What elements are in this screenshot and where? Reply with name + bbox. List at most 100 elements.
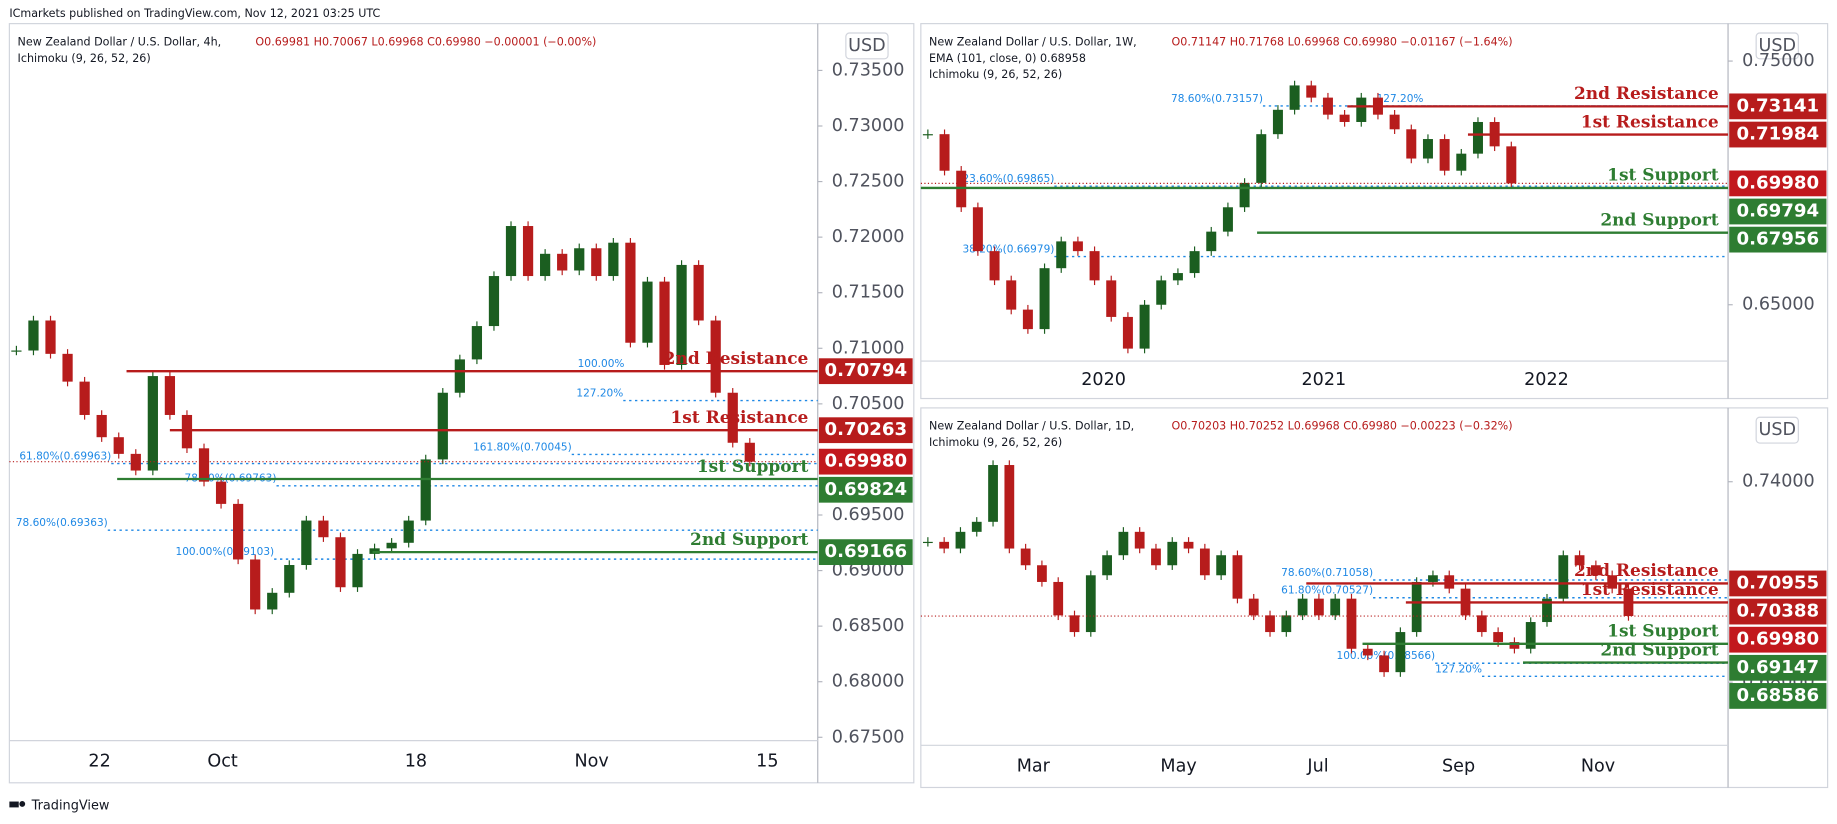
candle: [591, 248, 602, 277]
candle: [625, 242, 636, 343]
price-box-label: 0.69824: [824, 479, 907, 500]
y-tick-label: 0.70500: [832, 394, 905, 414]
x-tick-label: Nov: [574, 752, 608, 772]
candle: [1439, 139, 1450, 171]
symbol: New Zealand Dollar / U.S. Dollar, 1W,: [929, 35, 1137, 48]
level-label: 2nd Support: [1600, 210, 1718, 230]
candle: [1004, 465, 1015, 549]
indicator: Ichimoku (9, 26, 52, 26): [18, 52, 151, 65]
fib-label: 61.80%(0.69963): [19, 451, 111, 463]
candle: [955, 531, 966, 549]
level-label: 2nd Resistance: [664, 349, 809, 369]
price-box-label: 0.69980: [1737, 629, 1820, 650]
price-box-label: 0.70388: [1737, 601, 1820, 622]
candle: [1590, 565, 1601, 576]
candle: [1189, 251, 1200, 274]
price-box-label: 0.69794: [1737, 201, 1820, 222]
candle: [1574, 555, 1585, 566]
candle: [1167, 541, 1178, 566]
candle: [11, 350, 22, 352]
candle: [540, 253, 551, 277]
candle: [1339, 114, 1350, 122]
y-tick-label: 0.71000: [832, 338, 905, 358]
level-label: 1st Support: [1607, 166, 1719, 186]
candle: [727, 392, 738, 443]
candle: [1069, 615, 1080, 633]
candle: [352, 553, 363, 588]
candle: [1172, 273, 1183, 281]
y-tick-label: 0.71500: [832, 283, 905, 303]
y-tick-label: 0.69500: [832, 505, 905, 525]
symbol: New Zealand Dollar / U.S. Dollar, 1D,: [929, 420, 1134, 433]
price-box: [1729, 93, 1827, 120]
currency: USD: [1758, 420, 1796, 440]
candle: [1525, 622, 1536, 649]
candle: [1289, 85, 1300, 110]
currency: USD: [1758, 36, 1796, 56]
candle: [1056, 241, 1067, 269]
candle: [642, 281, 653, 343]
candle: [1156, 280, 1167, 305]
candle: [1106, 280, 1117, 317]
candle: [1607, 575, 1618, 589]
candle: [1362, 648, 1373, 656]
fib-label: 61.80%(0.70527): [1281, 585, 1373, 597]
candle: [1428, 575, 1438, 582]
candle: [972, 207, 983, 252]
fib-label: 127.20%: [576, 387, 623, 399]
level-label: 2nd Resistance: [1574, 84, 1719, 104]
candle: [1476, 615, 1487, 633]
candle: [1139, 304, 1150, 349]
candle: [250, 559, 261, 610]
candle: [1022, 309, 1033, 330]
level-label: 1st Resistance: [1581, 112, 1719, 132]
candle: [1248, 598, 1259, 616]
candle: [1411, 581, 1422, 633]
currency-box: [1755, 32, 1799, 60]
symbol: New Zealand Dollar / U.S. Dollar, 4h,: [18, 35, 222, 48]
y-tick-label: 0.74000: [1742, 472, 1815, 492]
y-tick-label: 0.69000: [832, 561, 905, 581]
candle: [1122, 316, 1133, 349]
currency-box: [1755, 416, 1799, 444]
x-tick-label: Mar: [1017, 756, 1051, 776]
candle: [1493, 632, 1504, 643]
fib-label: 100.00%(0.69103): [176, 546, 275, 558]
tv-logo: [9, 800, 26, 808]
candle: [181, 414, 193, 449]
candle: [96, 414, 107, 438]
candle: [1281, 615, 1292, 633]
currency: USD: [848, 36, 886, 56]
candle: [1118, 531, 1129, 556]
candle: [1256, 134, 1267, 183]
candle: [488, 276, 500, 327]
candle: [1472, 121, 1483, 154]
candle: [1151, 548, 1161, 566]
candle: [164, 376, 176, 415]
candle: [1085, 575, 1096, 633]
candle: [1222, 207, 1233, 232]
candle: [989, 251, 1000, 281]
candle: [988, 465, 998, 522]
y-tick-label: 0.75000: [1742, 51, 1815, 71]
candle: [1506, 146, 1517, 184]
panel-border: [920, 407, 1829, 789]
candle: [574, 248, 585, 271]
price-box-label: 0.69166: [824, 541, 907, 562]
candle: [215, 481, 227, 504]
candle: [267, 592, 278, 610]
price-box-label: 0.67956: [1737, 229, 1820, 250]
candle: [471, 326, 483, 360]
level-label: 1st Support: [1607, 622, 1719, 642]
currency-box: [845, 32, 889, 60]
candle: [1542, 598, 1552, 623]
price-box: [818, 539, 913, 566]
y-tick-label: 0.65000: [1742, 295, 1815, 315]
candle: [1297, 598, 1308, 616]
price-box: [1729, 626, 1827, 653]
fib-label: 78.60%(0.69363): [16, 517, 108, 529]
candle: [28, 320, 39, 351]
y-tick-label: 0.72000: [832, 227, 905, 247]
